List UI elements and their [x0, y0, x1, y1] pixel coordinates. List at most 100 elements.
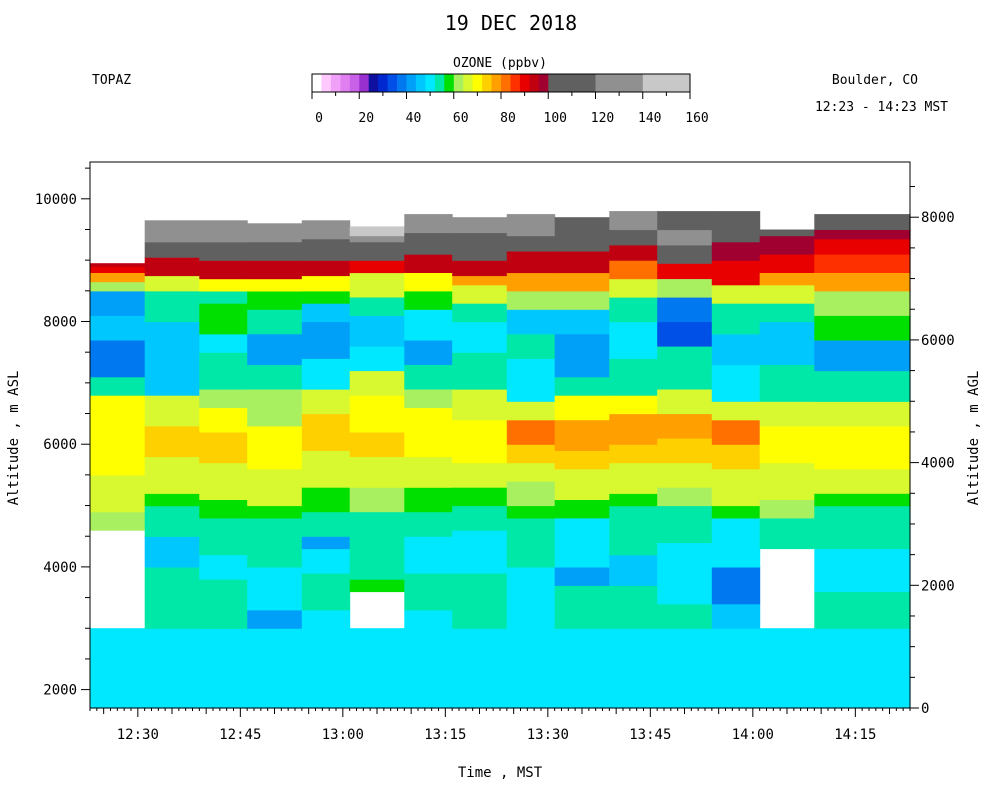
ozone-cell-2-11	[199, 303, 248, 335]
ozone-cell-14-8	[814, 370, 911, 402]
ozone-cell-8-5	[506, 462, 556, 482]
ozone-cell-6-11	[404, 290, 453, 310]
ozone-cell-14-16	[814, 214, 911, 230]
colorbar-swatch-2	[330, 74, 341, 92]
x-tick-label: 14:00	[732, 727, 774, 743]
ozone-cell-7-2	[452, 530, 508, 574]
ozone-cell-2-13	[199, 278, 248, 292]
ozone-cell-6-9	[404, 339, 453, 365]
ozone-cell-0-0	[90, 628, 146, 709]
y-tick-label-left: 4000	[43, 560, 77, 576]
ozone-cell-11-7	[657, 413, 713, 439]
ozone-cell-9-6	[554, 450, 610, 470]
ozone-cell-10-2	[609, 554, 658, 586]
ozone-cell-9-10	[554, 333, 610, 378]
ozone-cell-9-11	[554, 309, 610, 335]
colorbar-swatch-24	[538, 74, 549, 92]
ozone-cell-1-8	[144, 395, 200, 427]
colorbar-tick-label: 20	[358, 111, 374, 126]
colorbar-tick-label: 160	[685, 111, 708, 126]
ozone-cell-0-11	[90, 266, 146, 273]
colorbar	[311, 73, 691, 93]
ozone-cell-5-1	[349, 579, 405, 593]
ozone-cell-10-7	[609, 413, 658, 445]
ozone-cell-1-9	[144, 358, 200, 396]
ozone-cell-9-8	[554, 395, 610, 421]
x-tick-label: 12:30	[117, 727, 159, 743]
ozone-cell-6-6	[404, 407, 453, 458]
ozone-cell-9-0	[554, 628, 610, 709]
colorbar-swatch-21	[510, 74, 521, 92]
ozone-cell-6-12	[404, 272, 453, 292]
ozone-cell-2-8	[199, 389, 248, 408]
ozone-cell-8-16	[506, 214, 556, 237]
ozone-cell-4-16	[301, 220, 351, 240]
ozone-cell-11-0	[657, 628, 713, 709]
ozone-cell-11-8	[657, 389, 713, 415]
colorbar-tick-label: 100	[544, 111, 567, 126]
ozone-cell-3-6	[247, 425, 303, 470]
ozone-cell-6-13	[404, 254, 453, 273]
ozone-cell-5-0	[349, 628, 405, 709]
x-tick-label: 12:45	[219, 727, 261, 743]
ozone-cell-14-10	[814, 315, 911, 341]
ozone-cell-8-11	[506, 309, 556, 335]
ozone-cell-4-7	[301, 413, 351, 451]
ozone-cell-11-5	[657, 462, 713, 488]
ozone-cell-3-12	[247, 278, 303, 292]
ozone-cell-2-4	[199, 499, 248, 519]
ozone-cell-7-15	[452, 217, 508, 234]
x-tick-label: 14:15	[834, 727, 876, 743]
ozone-cell-8-6	[506, 444, 556, 464]
y-tick-label-right: 4000	[921, 456, 955, 472]
ozone-cell-12-12	[711, 284, 761, 304]
ozone-cell-1-15	[144, 220, 200, 243]
colorbar-swatch-6	[368, 74, 379, 92]
ozone-cell-10-8	[609, 395, 658, 415]
ozone-cell-12-3	[711, 517, 761, 568]
y-tick-label-right: 0	[921, 701, 929, 717]
colorbar-swatch-8	[387, 74, 398, 92]
colorbar-swatch-16	[463, 74, 473, 92]
ozone-cell-1-7	[144, 425, 200, 458]
ozone-cell-9-12	[554, 290, 610, 310]
ozone-cell-4-14	[301, 260, 351, 277]
ozone-cell-9-3	[554, 517, 610, 568]
y-tick-label-left: 10000	[35, 192, 77, 208]
ozone-cell-7-11	[452, 284, 508, 304]
ozone-cell-2-9	[199, 352, 248, 390]
ozone-cell-6-5	[404, 456, 453, 488]
ozone-cell-0-7	[90, 315, 146, 341]
ozone-cell-11-6	[657, 438, 713, 464]
ozone-cell-0-12	[90, 263, 146, 267]
chart-title: 19 DEC 2018	[445, 11, 577, 35]
ozone-cell-5-16	[349, 226, 405, 237]
ozone-cell-8-13	[506, 272, 556, 292]
colorbar-swatch-22	[519, 74, 530, 92]
ozone-cell-1-3	[144, 536, 200, 568]
ozone-cell-3-7	[247, 389, 303, 427]
ozone-cell-4-12	[301, 290, 351, 304]
ozone-cell-14-11	[814, 290, 911, 316]
ozone-cell-5-3	[349, 511, 405, 537]
ozone-cell-12-0	[711, 628, 761, 709]
ozone-cell-12-5	[711, 468, 761, 507]
ozone-cell-8-4	[506, 481, 556, 507]
x-tick-label: 13:30	[527, 727, 569, 743]
ozone-cell-12-10	[711, 333, 761, 366]
ozone-cell-13-0	[759, 628, 815, 709]
ozone-cell-12-2	[711, 566, 761, 605]
ozone-cell-3-10	[247, 309, 303, 335]
ozone-cell-5-14	[349, 241, 405, 261]
ozone-cell-3-3	[247, 517, 303, 568]
colorbar-tick-label: 80	[500, 111, 516, 126]
ozone-cell-4-3	[301, 536, 351, 550]
ozone-cell-1-0	[144, 628, 200, 709]
ozone-cell-7-9	[452, 321, 508, 353]
ozone-cell-13-13	[759, 229, 815, 237]
ozone-cell-5-7	[349, 395, 405, 433]
ozone-cell-8-2	[506, 517, 556, 568]
ozone-cell-5-5	[349, 456, 405, 488]
ozone-cell-8-15	[506, 235, 556, 252]
y-tick-label-right: 6000	[921, 333, 955, 349]
